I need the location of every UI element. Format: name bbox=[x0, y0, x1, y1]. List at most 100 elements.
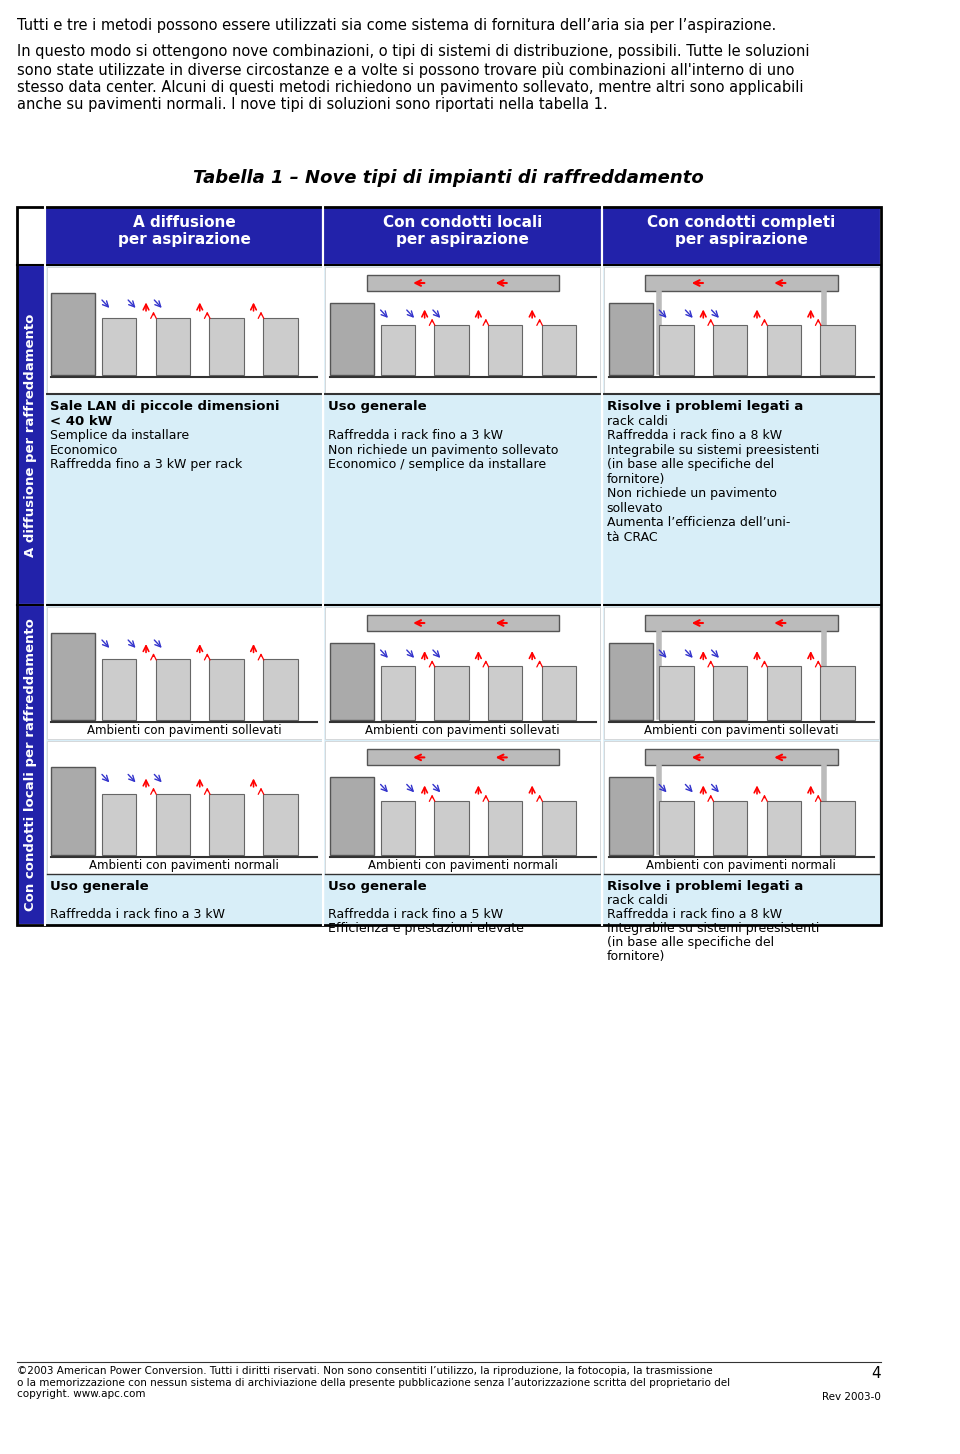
Text: Aumenta l’efficienza dell’uni-: Aumenta l’efficienza dell’uni- bbox=[607, 516, 790, 529]
Text: fornitore): fornitore) bbox=[607, 473, 665, 486]
Bar bbox=[209, 794, 244, 855]
Bar bbox=[324, 265, 602, 605]
Text: Tabella 1 – Nove tipi di impianti di raffreddamento: Tabella 1 – Nove tipi di impianti di raf… bbox=[193, 169, 704, 188]
Bar bbox=[45, 265, 324, 605]
Text: Uso generale: Uso generale bbox=[328, 880, 427, 893]
Bar bbox=[713, 324, 747, 375]
Bar bbox=[330, 302, 374, 375]
Bar bbox=[821, 666, 854, 720]
Text: Raffredda i rack fino a 3 kW: Raffredda i rack fino a 3 kW bbox=[50, 907, 225, 920]
Bar bbox=[52, 632, 95, 720]
Bar bbox=[17, 265, 45, 605]
Bar bbox=[767, 666, 801, 720]
Text: Efficienza e prestazioni elevate: Efficienza e prestazioni elevate bbox=[328, 922, 524, 935]
Text: tà CRAC: tà CRAC bbox=[607, 531, 658, 544]
Bar bbox=[604, 742, 878, 874]
Text: Ambienti con pavimenti normali: Ambienti con pavimenti normali bbox=[89, 859, 279, 872]
Text: (in base alle specifiche del: (in base alle specifiche del bbox=[607, 936, 774, 949]
Bar bbox=[645, 275, 838, 291]
Bar bbox=[102, 794, 136, 855]
Text: (in base alle specifiche del: (in base alle specifiche del bbox=[607, 458, 774, 471]
Text: Con condotti completi
per aspirazione: Con condotti completi per aspirazione bbox=[647, 215, 835, 247]
Text: sollevato: sollevato bbox=[607, 502, 663, 515]
Bar bbox=[602, 265, 880, 605]
Bar bbox=[325, 606, 600, 740]
Bar bbox=[821, 324, 854, 375]
Text: Ambienti con pavimenti normali: Ambienti con pavimenti normali bbox=[646, 859, 836, 872]
Bar bbox=[645, 749, 838, 765]
Text: Economico / semplice da installare: Economico / semplice da installare bbox=[328, 458, 546, 471]
Text: Integrabile su sistemi preesistenti: Integrabile su sistemi preesistenti bbox=[607, 443, 819, 457]
Text: A diffusione per raffreddamento: A diffusione per raffreddamento bbox=[24, 313, 37, 557]
Text: < 40 kW: < 40 kW bbox=[50, 414, 112, 427]
Bar bbox=[488, 666, 522, 720]
Bar bbox=[488, 801, 522, 855]
Bar bbox=[602, 206, 880, 265]
Bar bbox=[713, 801, 747, 855]
Bar bbox=[713, 666, 747, 720]
Bar bbox=[47, 742, 322, 874]
Text: Raffredda fino a 3 kW per rack: Raffredda fino a 3 kW per rack bbox=[50, 458, 242, 471]
Bar bbox=[17, 605, 45, 925]
Bar bbox=[324, 206, 602, 265]
Text: Risolve i problemi legati a: Risolve i problemi legati a bbox=[607, 400, 803, 413]
Text: Uso generale: Uso generale bbox=[50, 880, 148, 893]
Bar bbox=[263, 317, 298, 375]
Text: Raffredda i rack fino a 8 kW: Raffredda i rack fino a 8 kW bbox=[607, 429, 781, 442]
Bar bbox=[102, 659, 136, 720]
Bar bbox=[52, 768, 95, 855]
Bar bbox=[541, 324, 576, 375]
Text: Con condotti locali per raffreddamento: Con condotti locali per raffreddamento bbox=[24, 618, 37, 912]
Bar bbox=[660, 801, 693, 855]
Text: rack caldi: rack caldi bbox=[607, 414, 667, 427]
Bar bbox=[380, 666, 415, 720]
Bar bbox=[156, 659, 190, 720]
Text: Raffredda i rack fino a 8 kW: Raffredda i rack fino a 8 kW bbox=[607, 907, 781, 920]
Text: Tutti e tre i metodi possono essere utilizzati sia come sistema di fornitura del: Tutti e tre i metodi possono essere util… bbox=[17, 17, 776, 33]
Bar bbox=[434, 801, 468, 855]
Bar bbox=[434, 324, 468, 375]
Text: Semplice da installare: Semplice da installare bbox=[50, 429, 189, 442]
Bar bbox=[367, 749, 559, 765]
Bar bbox=[325, 742, 600, 874]
Text: Ambienti con pavimenti sollevati: Ambienti con pavimenti sollevati bbox=[86, 724, 281, 737]
Bar bbox=[209, 317, 244, 375]
Bar bbox=[52, 294, 95, 375]
Bar bbox=[102, 317, 136, 375]
Bar bbox=[541, 801, 576, 855]
Bar bbox=[325, 268, 600, 394]
Bar bbox=[330, 643, 374, 720]
Text: Risolve i problemi legati a: Risolve i problemi legati a bbox=[607, 880, 803, 893]
Bar bbox=[367, 615, 559, 631]
Bar bbox=[156, 317, 190, 375]
Bar bbox=[604, 268, 878, 394]
Bar bbox=[609, 302, 653, 375]
Bar bbox=[645, 615, 838, 631]
Text: fornitore): fornitore) bbox=[607, 949, 665, 963]
Text: Non richiede un pavimento sollevato: Non richiede un pavimento sollevato bbox=[328, 443, 559, 457]
Bar bbox=[263, 659, 298, 720]
Text: Uso generale: Uso generale bbox=[328, 400, 427, 413]
Bar bbox=[604, 606, 878, 740]
Text: Economico: Economico bbox=[50, 443, 118, 457]
Bar bbox=[330, 778, 374, 855]
Text: Ambienti con pavimenti sollevati: Ambienti con pavimenti sollevati bbox=[366, 724, 560, 737]
Bar bbox=[324, 605, 602, 925]
Bar bbox=[821, 801, 854, 855]
Bar bbox=[209, 659, 244, 720]
Text: A diffusione
per aspirazione: A diffusione per aspirazione bbox=[118, 215, 251, 247]
Bar bbox=[541, 666, 576, 720]
Text: Con condotti locali
per aspirazione: Con condotti locali per aspirazione bbox=[383, 215, 542, 247]
Text: Raffredda i rack fino a 5 kW: Raffredda i rack fino a 5 kW bbox=[328, 907, 503, 920]
Text: In questo modo si ottengono nove combinazioni, o tipi di sistemi di distribuzion: In questo modo si ottengono nove combina… bbox=[17, 44, 809, 112]
Text: 4: 4 bbox=[871, 1365, 880, 1381]
Bar bbox=[47, 606, 322, 740]
Bar bbox=[767, 801, 801, 855]
Text: Ambienti con pavimenti normali: Ambienti con pavimenti normali bbox=[368, 859, 558, 872]
Bar bbox=[609, 778, 653, 855]
Text: rack caldi: rack caldi bbox=[607, 894, 667, 907]
Text: Non richiede un pavimento: Non richiede un pavimento bbox=[607, 487, 777, 500]
Bar bbox=[488, 324, 522, 375]
Text: Rev 2003-0: Rev 2003-0 bbox=[822, 1391, 880, 1402]
Bar bbox=[47, 268, 322, 394]
